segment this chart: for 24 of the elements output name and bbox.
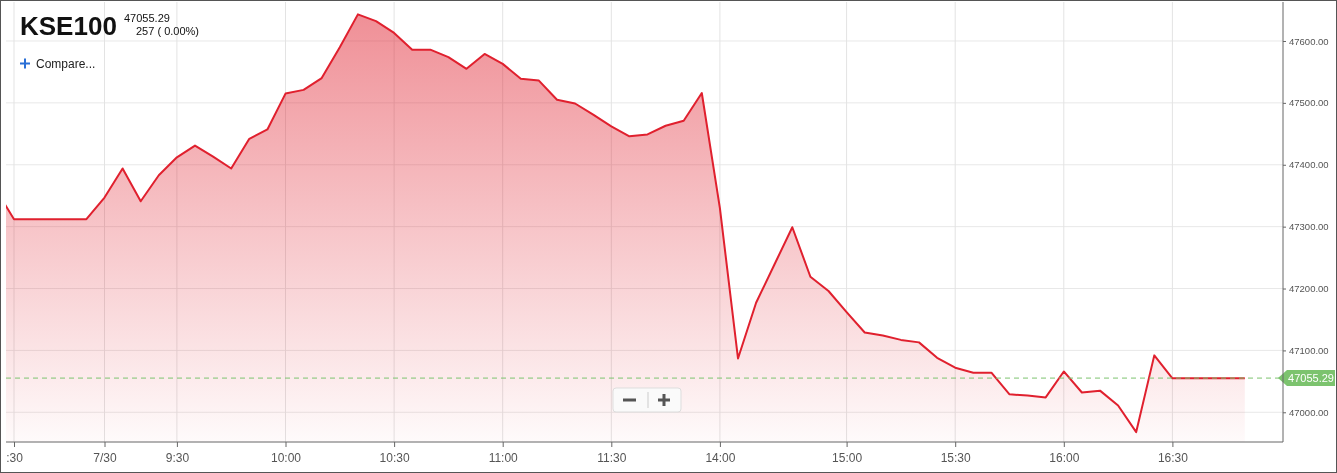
y-tick-label: 47100.00 — [1289, 344, 1329, 356]
x-tick-label: 11:00 — [488, 450, 519, 465]
y-tick-label: 47300.00 — [1289, 221, 1329, 233]
x-tick-label: 15:00 — [832, 450, 863, 465]
x-tick-label: 16:00 — [1049, 450, 1080, 465]
annotation: Compare... — [36, 57, 96, 71]
x-tick-label: 16:30 — [1157, 450, 1189, 465]
x-tick-label: 7/30 — [93, 450, 117, 465]
x-tick-label: 10:00 — [270, 450, 302, 465]
x-tick-label: 9:30 — [165, 450, 190, 465]
annotation: 47055.29 — [124, 12, 170, 24]
y-tick-label: 47600.00 — [1289, 35, 1329, 47]
chart-title: KSE100 — [20, 11, 117, 41]
y-tick-label: 47000.00 — [1289, 406, 1329, 418]
annotation: 257 ( 0.00%) — [136, 25, 199, 37]
x-tick-label: :30 — [6, 450, 24, 465]
y-tick-label: 47500.00 — [1289, 97, 1329, 109]
x-tick-label: 15:30 — [940, 450, 972, 465]
x-tick-label: 11:30 — [597, 450, 627, 465]
y-tick-label: 47400.00 — [1289, 159, 1329, 171]
x-tick-label: 14:00 — [705, 450, 736, 465]
y-tick-label: 47200.00 — [1289, 283, 1329, 295]
ref-line-label: 47055.29 — [1288, 372, 1334, 385]
x-tick-label: 10:30 — [379, 450, 410, 465]
